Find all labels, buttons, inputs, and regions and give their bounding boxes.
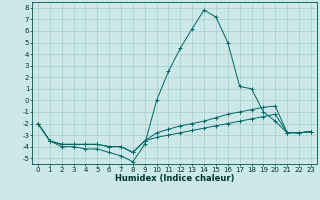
X-axis label: Humidex (Indice chaleur): Humidex (Indice chaleur) [115,174,234,183]
